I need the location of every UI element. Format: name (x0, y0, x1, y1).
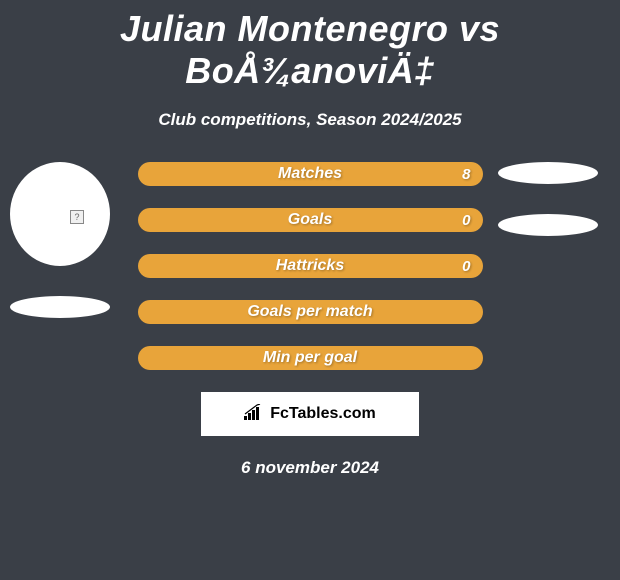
shadow-ellipse-right-2 (498, 214, 598, 236)
player-left: ? (10, 162, 110, 318)
shadow-ellipse-left (10, 296, 110, 318)
stat-bar-goals-per-match: Goals per match (138, 300, 483, 324)
avatar-placeholder-icon: ? (70, 210, 84, 224)
stat-bar-matches: Matches 8 (138, 162, 483, 186)
player-avatar-left: ? (10, 162, 110, 266)
date-text: 6 november 2024 (0, 458, 620, 478)
stat-label: Goals per match (247, 303, 372, 321)
chart-icon (244, 404, 264, 425)
shadow-ellipse-right-1 (498, 162, 598, 184)
stat-bars: Matches 8 Goals 0 Hattricks 0 Goals per … (138, 162, 483, 370)
source-badge: FcTables.com (201, 392, 419, 436)
stat-value: 0 (462, 258, 470, 275)
stat-value: 0 (462, 212, 470, 229)
stat-bar-min-per-goal: Min per goal (138, 346, 483, 370)
stat-value: 8 (462, 166, 470, 183)
infographic-container: Julian Montenegro vs BoÅ¾anoviÄ‡ Club co… (0, 0, 620, 478)
subtitle: Club competitions, Season 2024/2025 (0, 110, 620, 130)
player-right (498, 162, 598, 236)
stat-label: Goals (288, 211, 332, 229)
stat-label: Matches (278, 165, 342, 183)
stat-label: Min per goal (263, 349, 357, 367)
stat-bar-hattricks: Hattricks 0 (138, 254, 483, 278)
stat-label: Hattricks (276, 257, 344, 275)
page-title: Julian Montenegro vs BoÅ¾anoviÄ‡ (0, 8, 620, 92)
content-area: ? Matches 8 Goals 0 Hattricks 0 Goals pe… (0, 162, 620, 478)
badge-text: FcTables.com (270, 405, 376, 423)
stat-bar-goals: Goals 0 (138, 208, 483, 232)
